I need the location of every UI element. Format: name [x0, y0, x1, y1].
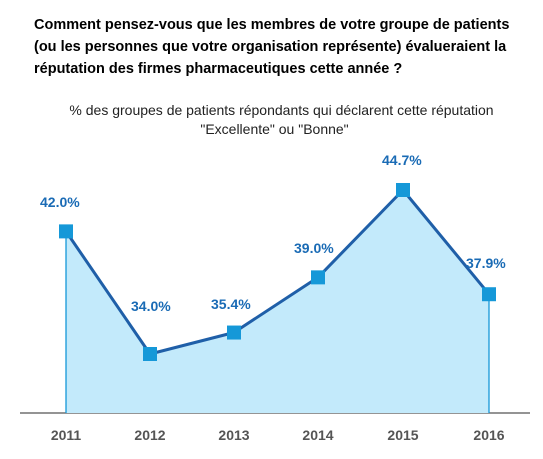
subtitle-line-2: "Excellente" ou "Bonne"	[200, 121, 349, 137]
data-label-2012: 34.0%	[131, 298, 171, 314]
data-point-2013	[227, 325, 241, 340]
chart-title: Comment pensez-vous que les membres de v…	[34, 17, 510, 77]
data-markers	[59, 183, 496, 361]
data-label-2014: 39.0%	[294, 240, 334, 256]
data-point-2014	[311, 270, 325, 285]
data-point-2011	[59, 224, 73, 239]
data-label-2013: 35.4%	[211, 296, 251, 312]
x-tick-2016: 2016	[473, 427, 504, 443]
data-point-2015	[396, 183, 410, 197]
area-fill	[66, 190, 489, 413]
series-line	[64, 188, 491, 356]
data-label-2011: 42.0%	[40, 194, 80, 210]
x-tick-2013: 2013	[218, 427, 249, 443]
subtitle-line-1: % des groupes de patients répondants qui…	[69, 102, 494, 118]
x-tick-labels: 2011 2012 2013 2014 2015 2016	[51, 427, 505, 443]
chart-subtitle: % des groupes de patients répondants qui…	[0, 101, 543, 139]
area-edges	[65, 231, 490, 413]
x-tick-2012: 2012	[134, 427, 165, 443]
x-tick-2015: 2015	[387, 427, 418, 443]
data-point-2016	[482, 287, 496, 302]
data-labels: 42.0% 34.0% 35.4% 39.0% 44.7% 37.9%	[40, 152, 506, 314]
data-point-2012	[143, 347, 157, 361]
data-label-2016: 37.9%	[466, 255, 506, 271]
x-tick-2011: 2011	[51, 427, 82, 443]
x-tick-2014: 2014	[302, 427, 333, 443]
data-label-2015: 44.7%	[382, 152, 422, 168]
